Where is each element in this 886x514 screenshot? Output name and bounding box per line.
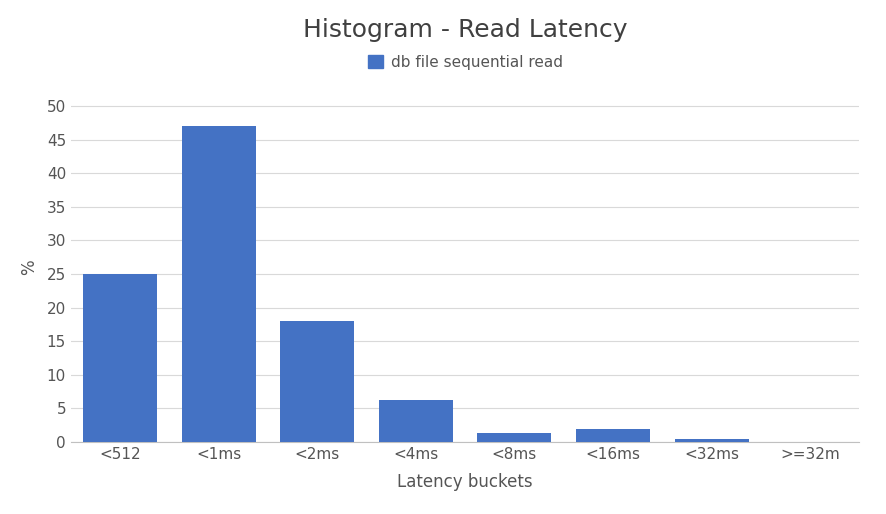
Bar <box>478 433 551 442</box>
Bar <box>674 439 749 442</box>
Bar <box>280 321 354 442</box>
Y-axis label: %: % <box>20 260 38 275</box>
Title: Histogram - Read Latency: Histogram - Read Latency <box>303 18 627 42</box>
Bar <box>182 126 256 442</box>
Legend: db file sequential read: db file sequential read <box>368 54 563 70</box>
X-axis label: Latency buckets: Latency buckets <box>397 473 533 491</box>
Bar <box>379 400 453 442</box>
Bar <box>576 429 650 442</box>
Bar <box>83 274 157 442</box>
